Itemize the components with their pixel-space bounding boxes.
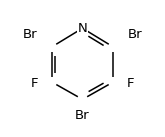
Text: Br: Br (75, 109, 90, 122)
Text: N: N (78, 22, 87, 35)
Text: Br: Br (23, 28, 37, 42)
Text: F: F (30, 77, 38, 90)
Text: F: F (127, 77, 135, 90)
Text: Br: Br (128, 28, 142, 42)
